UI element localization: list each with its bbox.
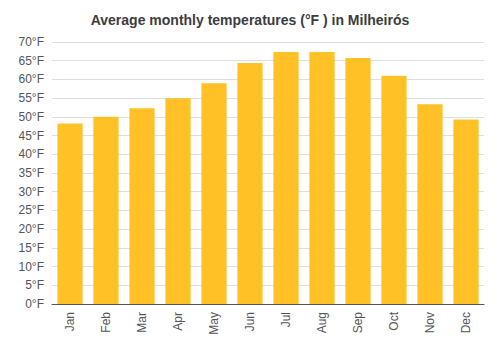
- svg-text:0°F: 0°F: [25, 297, 44, 311]
- svg-text:40°F: 40°F: [19, 147, 44, 161]
- svg-text:45°F: 45°F: [19, 129, 44, 143]
- svg-text:Apr: Apr: [171, 312, 185, 331]
- svg-text:Oct: Oct: [387, 311, 401, 330]
- svg-text:50°F: 50°F: [19, 110, 44, 124]
- svg-text:Aug: Aug: [315, 312, 329, 333]
- svg-text:20°F: 20°F: [19, 222, 44, 236]
- svg-text:Jun: Jun: [243, 312, 257, 331]
- svg-text:Feb: Feb: [99, 312, 113, 333]
- svg-text:30°F: 30°F: [19, 185, 44, 199]
- svg-text:Sep: Sep: [351, 312, 365, 334]
- svg-text:65°F: 65°F: [19, 54, 44, 68]
- svg-text:Average monthly temperatures (: Average monthly temperatures (°F ) in Mi…: [91, 12, 410, 28]
- svg-text:55°F: 55°F: [19, 91, 44, 105]
- svg-text:15°F: 15°F: [19, 241, 44, 255]
- svg-text:Jul: Jul: [279, 312, 293, 327]
- svg-text:35°F: 35°F: [19, 166, 44, 180]
- svg-text:Mar: Mar: [135, 312, 149, 333]
- svg-text:Nov: Nov: [423, 312, 437, 333]
- svg-text:5°F: 5°F: [25, 278, 44, 292]
- svg-text:60°F: 60°F: [19, 72, 44, 86]
- svg-text:Jan: Jan: [63, 312, 77, 331]
- svg-text:25°F: 25°F: [19, 203, 44, 217]
- svg-text:Dec: Dec: [459, 312, 473, 333]
- svg-text:70°F: 70°F: [19, 35, 44, 49]
- svg-text:10°F: 10°F: [19, 260, 44, 274]
- svg-text:May: May: [207, 312, 221, 335]
